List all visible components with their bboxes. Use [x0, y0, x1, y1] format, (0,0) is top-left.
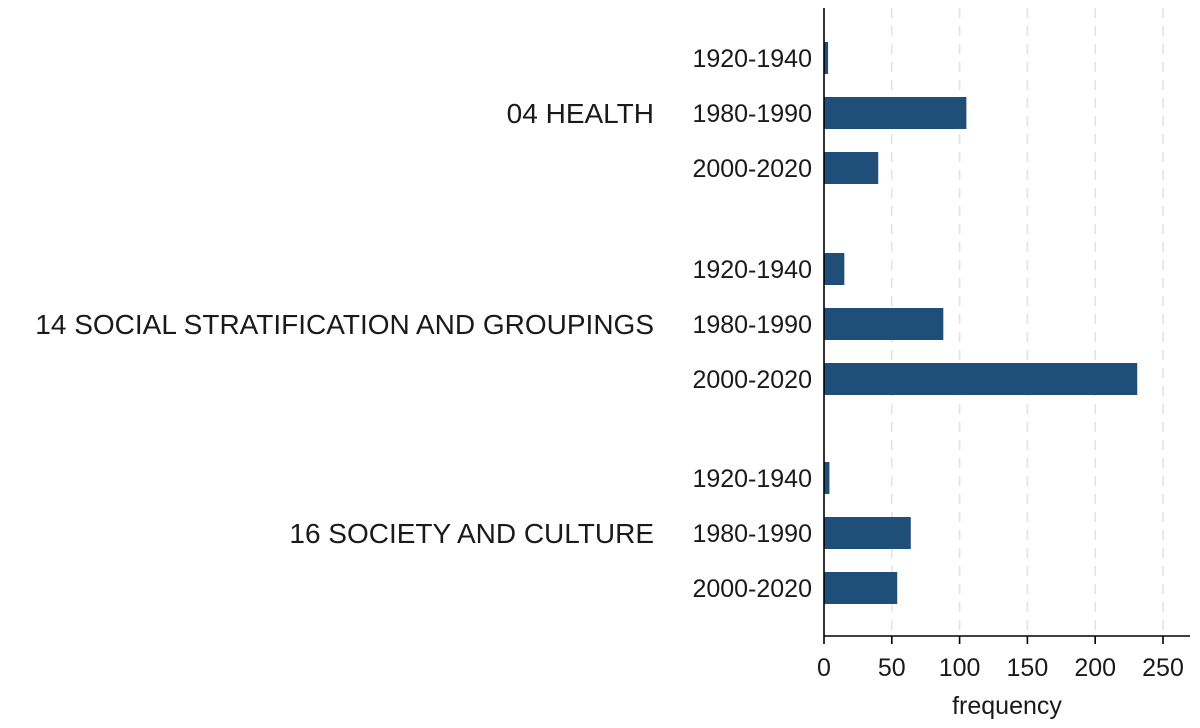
x-tick-label-150: 150 [1007, 654, 1049, 682]
bar-3-1920-1940 [824, 462, 830, 494]
x-tick-label-250: 250 [1142, 654, 1184, 682]
label-layer: 04 HEALTH 1920-1940 1980-1990 2000-2020 14 S… [35, 45, 812, 603]
bar-3-2000-2020 [824, 572, 898, 604]
bar-1-1980-1990 [824, 97, 967, 129]
x-axis-title: frequency [952, 692, 1062, 720]
period-label-1-1920-1940: 1920-1940 [692, 45, 812, 73]
bar-2-1980-1990 [824, 308, 944, 340]
period-label-3-1920-1940: 1920-1940 [692, 465, 812, 493]
bar-2-1920-1940 [824, 253, 845, 285]
bar-1-2000-2020 [824, 152, 879, 184]
bar-2-2000-2020 [824, 363, 1138, 395]
period-label-2-1920-1940: 1920-1940 [692, 256, 812, 284]
period-label-3-1980-1990: 1980-1990 [692, 520, 812, 548]
group-label-3: 16 SOCIETY AND CULTURE [289, 518, 654, 549]
period-label-2-2000-2020: 2000-2020 [692, 366, 812, 394]
x-axis-ticks: 0 50 100 150 200 250 [817, 636, 1184, 682]
period-label-3-2000-2020: 2000-2020 [692, 575, 812, 603]
period-label-1-2000-2020: 2000-2020 [692, 155, 812, 183]
x-tick-label-200: 200 [1074, 654, 1116, 682]
group-label-2: 14 SOCIAL STRATIFICATION AND GROUPINGS [35, 309, 654, 340]
bar-layer [824, 42, 1138, 604]
period-label-1-1980-1990: 1980-1990 [692, 100, 812, 128]
x-tick-label-0: 0 [817, 654, 831, 682]
group-label-1: 04 HEALTH [507, 98, 654, 129]
x-tick-label-100: 100 [939, 654, 981, 682]
period-label-2-1980-1990: 1980-1990 [692, 311, 812, 339]
x-tick-label-50: 50 [878, 654, 906, 682]
bar-3-1980-1990 [824, 517, 911, 549]
bar-1-1920-1940 [824, 42, 829, 74]
